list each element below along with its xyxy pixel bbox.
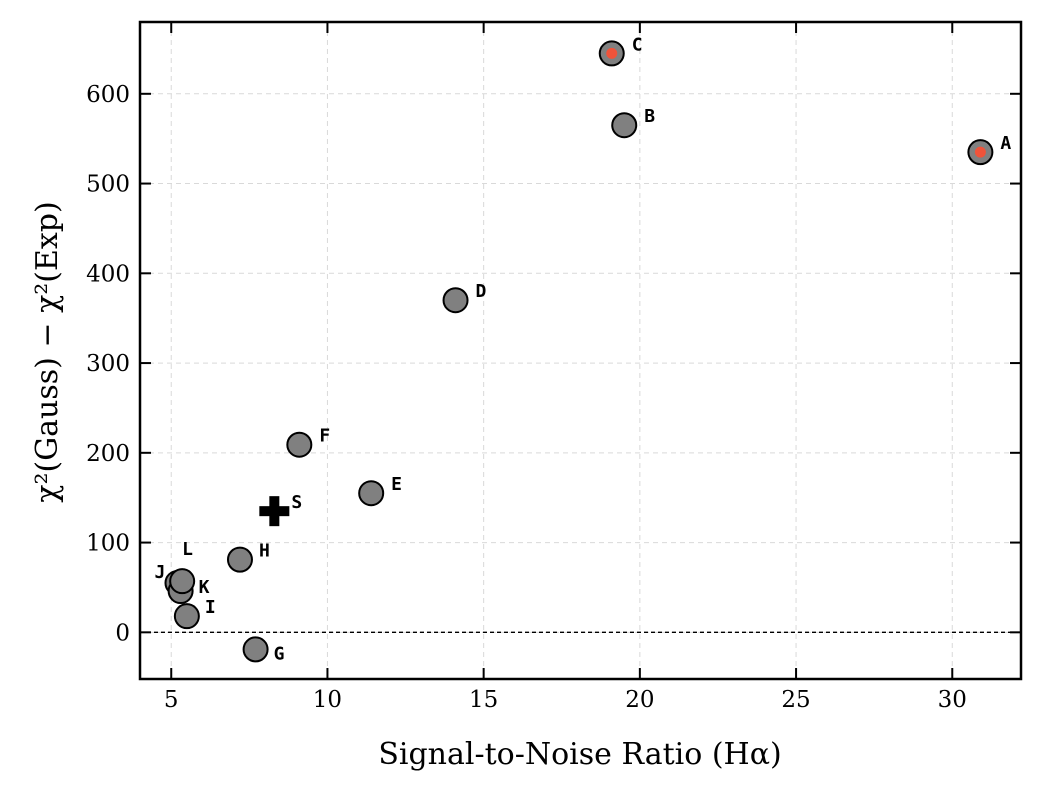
y-tick-label: 400 — [86, 261, 130, 287]
point-label-I: I — [205, 597, 216, 618]
point-label-H: H — [259, 541, 270, 562]
data-point-D — [442, 287, 469, 314]
y-tick-label: 0 — [115, 620, 130, 646]
plus-marker-vertical — [269, 496, 280, 527]
point-label-F: F — [319, 426, 330, 447]
point-label-B: B — [644, 106, 655, 127]
plot-frame — [138, 20, 1023, 681]
highlight-point-A — [974, 146, 986, 158]
y-tick-label: 200 — [86, 441, 130, 467]
data-point-F — [286, 431, 313, 458]
data-point-I — [173, 603, 200, 630]
data-point-H — [226, 546, 253, 573]
grid — [140, 22, 1021, 679]
y-axis-label: χ²(Gauss) − χ²(Exp) — [30, 201, 65, 502]
point-label-E: E — [391, 474, 402, 495]
data-points — [164, 40, 994, 663]
point-labels: A B C D E F G H I J KL S — [154, 34, 1011, 664]
y-tick-label: 600 — [86, 82, 130, 108]
x-tick-label: 5 — [164, 687, 179, 713]
point-label-S: S — [291, 492, 302, 513]
x-tick-label: 25 — [781, 687, 810, 713]
data-point-E — [358, 480, 385, 507]
y-tick-label: 300 — [86, 351, 130, 377]
point-label-K: K — [199, 577, 210, 598]
x-tick-label: 10 — [313, 687, 342, 713]
data-point-G — [242, 636, 269, 663]
point-label-A: A — [1000, 133, 1011, 154]
x-tick-label: 15 — [469, 687, 498, 713]
x-axis-label: Signal-to-Noise Ratio (Hα) — [378, 737, 781, 772]
point-label-D: D — [476, 281, 487, 302]
point-label-L: L — [182, 539, 193, 560]
x-tick-label: 20 — [625, 687, 654, 713]
point-label-J: J — [154, 562, 165, 583]
x-tick-label: 30 — [938, 687, 967, 713]
data-point-B — [611, 112, 638, 139]
data-point-L — [169, 568, 196, 595]
point-label-C: C — [632, 34, 643, 55]
point-label-G: G — [274, 643, 285, 664]
y-tick-label: 500 — [86, 172, 130, 198]
highlight-point-C — [606, 47, 618, 59]
y-tick-label: 100 — [86, 531, 130, 557]
